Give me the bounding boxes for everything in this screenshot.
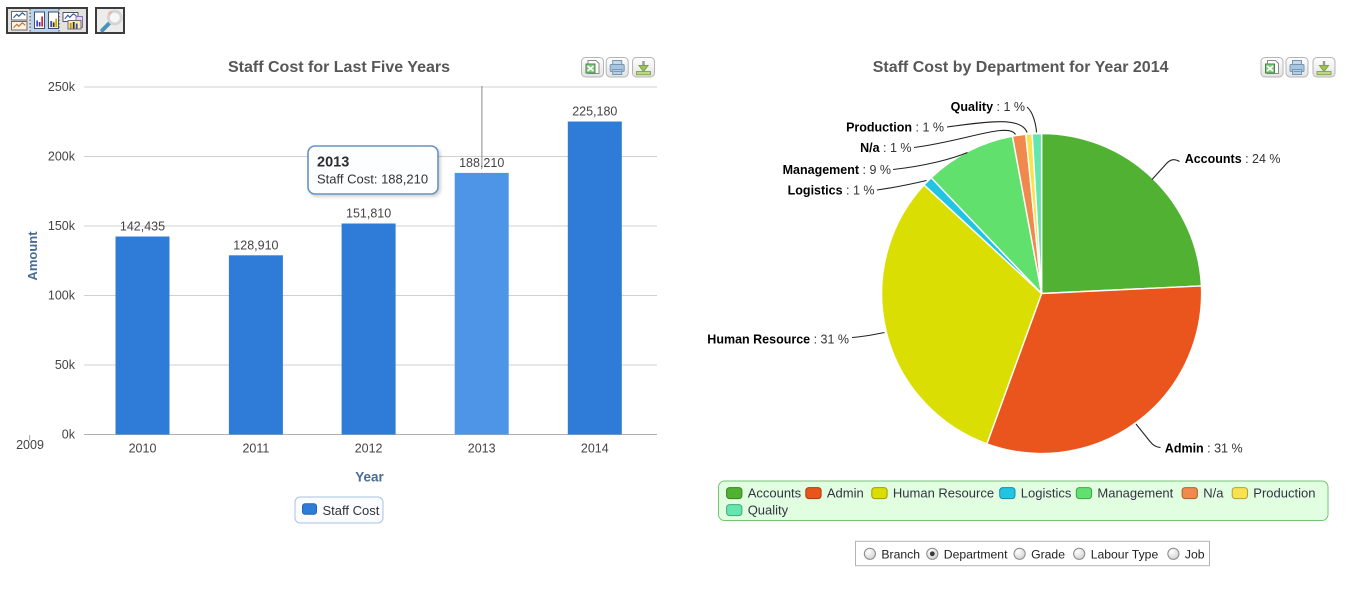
svg-text:Production: Production: [1253, 485, 1315, 500]
svg-text:142,435: 142,435: [120, 220, 165, 234]
svg-text:2014: 2014: [581, 442, 609, 456]
svg-text:Production : 1 %: Production : 1 %: [846, 121, 944, 135]
svg-text:151,810: 151,810: [346, 207, 391, 221]
svg-text:N/a: N/a: [1203, 485, 1224, 500]
svg-text:Human Resource: Human Resource: [893, 485, 994, 500]
svg-text:Staff Cost by Department for Y: Staff Cost by Department for Year 2014: [873, 59, 1169, 76]
svg-text:150k: 150k: [48, 219, 76, 233]
svg-text:Year: Year: [355, 470, 384, 485]
svg-text:2009: 2009: [16, 438, 44, 452]
svg-text:2011: 2011: [242, 442, 269, 456]
svg-text:Grade: Grade: [1031, 547, 1065, 561]
svg-text:Management: Management: [1097, 485, 1173, 500]
svg-text:Amount: Amount: [25, 231, 40, 281]
svg-text:Staff Cost: 188,210: Staff Cost: 188,210: [317, 172, 428, 187]
svg-text:2012: 2012: [355, 442, 383, 456]
svg-text:2013: 2013: [317, 155, 349, 171]
svg-text:Staff Cost: Staff Cost: [323, 503, 380, 518]
svg-text:Branch: Branch: [881, 547, 920, 561]
svg-text:225,180: 225,180: [572, 105, 617, 119]
svg-text:Accounts : 24 %: Accounts : 24 %: [1185, 152, 1281, 166]
svg-text:Labour Type: Labour Type: [1091, 547, 1159, 561]
svg-text:2013: 2013: [468, 442, 496, 456]
svg-text:50k: 50k: [55, 358, 76, 372]
svg-text:Logistics: Logistics: [1021, 485, 1072, 500]
svg-text:100k: 100k: [48, 289, 76, 303]
svg-text:2010: 2010: [129, 442, 157, 456]
svg-text:200k: 200k: [48, 150, 76, 164]
svg-text:Admin : 31 %: Admin : 31 %: [1165, 442, 1243, 456]
svg-text:Job: Job: [1185, 547, 1205, 561]
svg-text:N/a : 1 %: N/a : 1 %: [860, 141, 911, 155]
svg-text:Department: Department: [944, 547, 1008, 561]
svg-text:Logistics : 1 %: Logistics : 1 %: [788, 184, 875, 198]
svg-text:Admin: Admin: [827, 485, 864, 500]
svg-text:128,910: 128,910: [233, 238, 278, 252]
svg-text:Staff Cost for Last Five Years: Staff Cost for Last Five Years: [228, 59, 450, 76]
svg-text:Management : 9 %: Management : 9 %: [783, 163, 891, 177]
svg-text:250k: 250k: [48, 80, 76, 94]
svg-text:0k: 0k: [62, 428, 76, 442]
svg-text:Accounts: Accounts: [748, 485, 802, 500]
svg-text:Human Resource : 31 %: Human Resource : 31 %: [707, 333, 849, 347]
svg-text:Quality : 1 %: Quality : 1 %: [951, 100, 1025, 114]
svg-text:Quality: Quality: [748, 502, 789, 517]
